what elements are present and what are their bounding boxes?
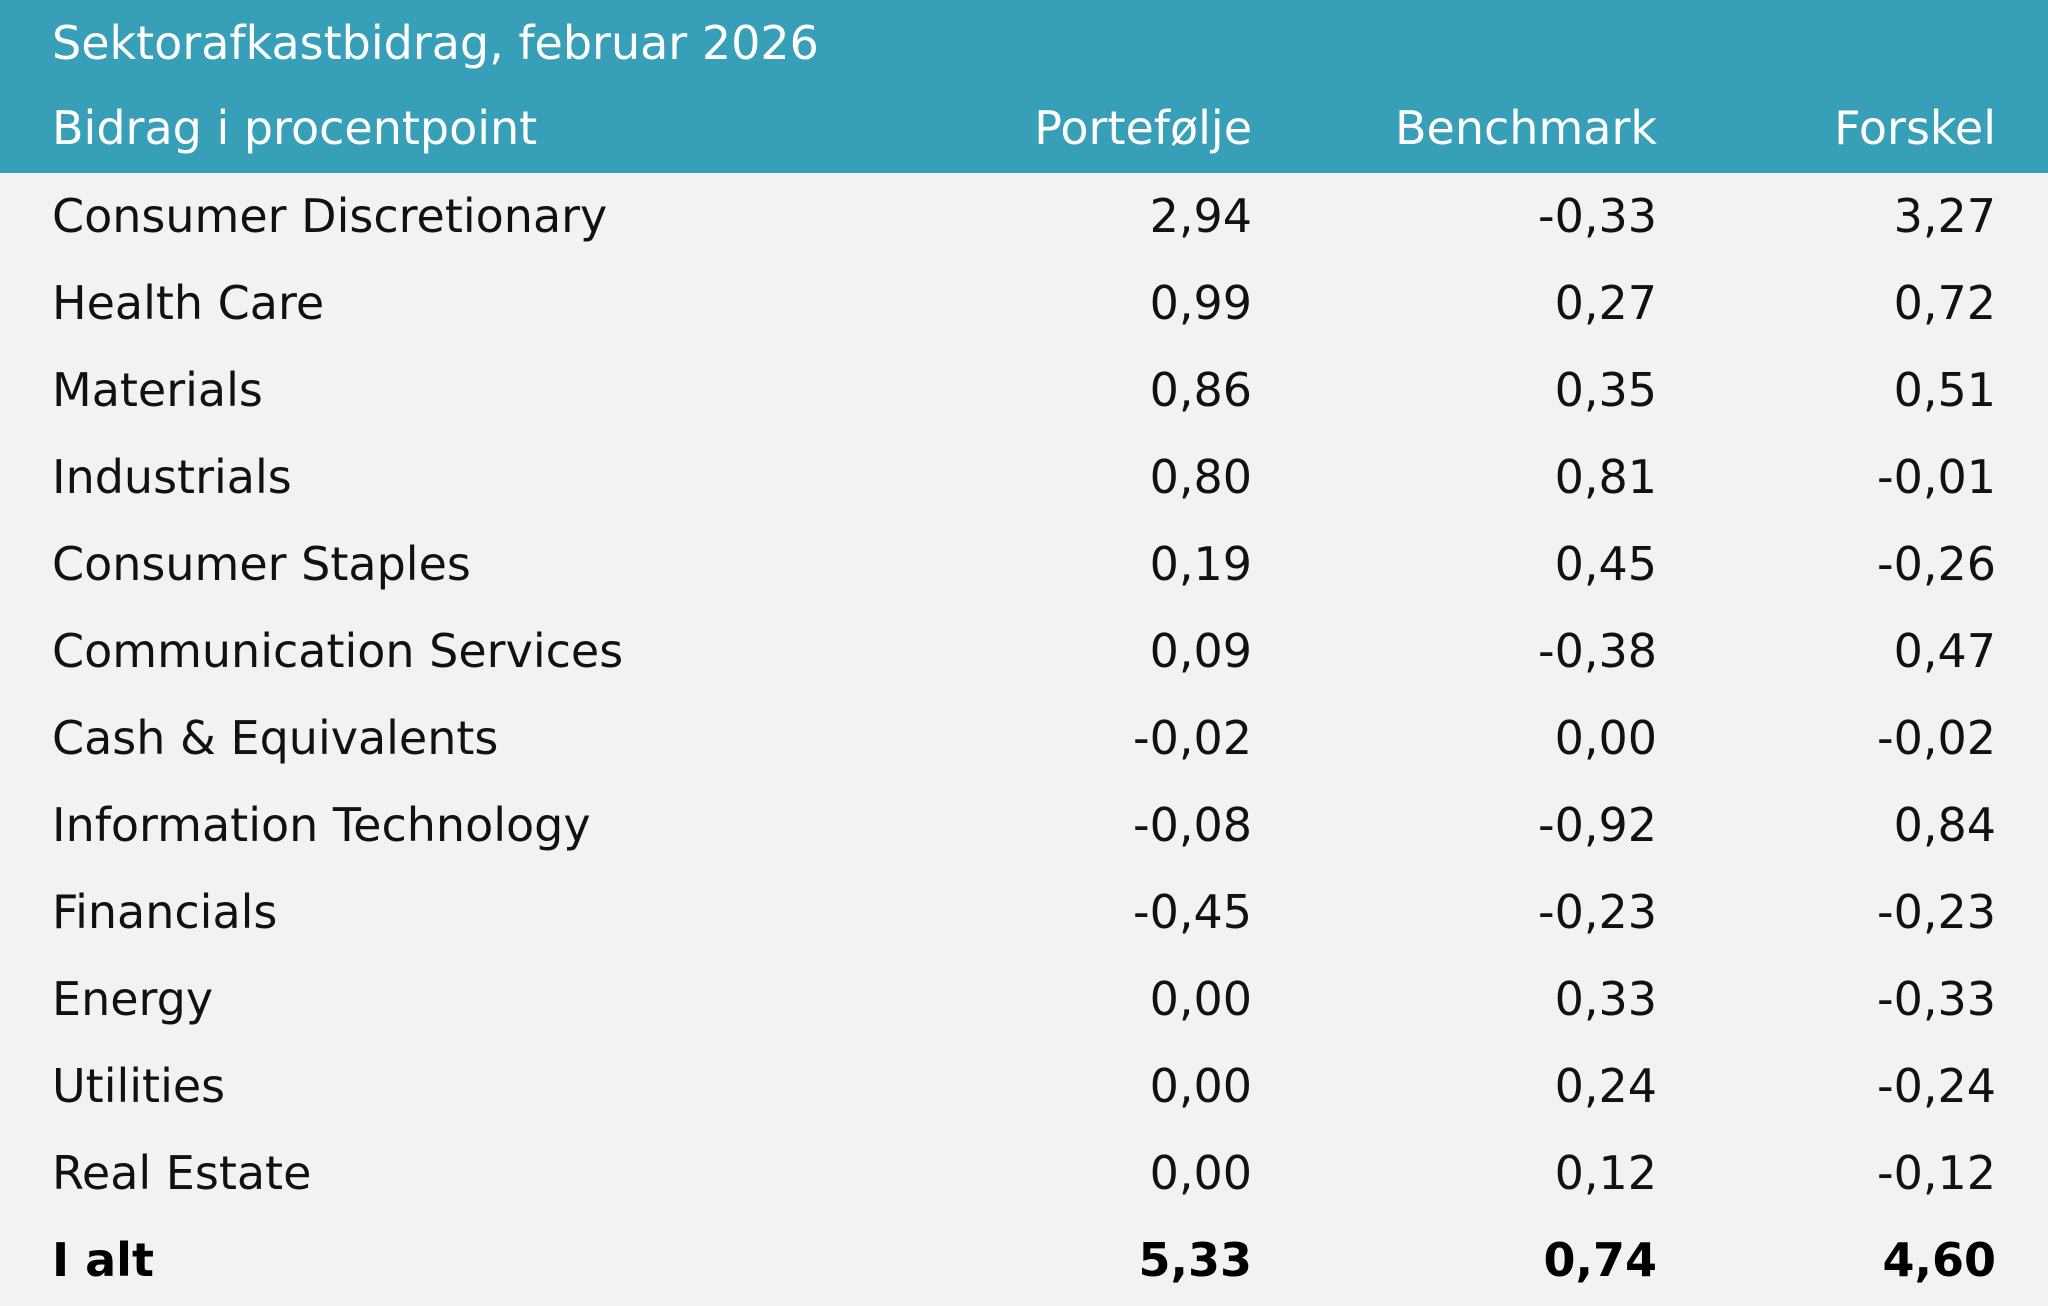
table-row: Consumer Staples 0,19 0,45 -0,26 (0, 521, 2048, 608)
portfolio-value: -0,02 (1132, 711, 1252, 765)
portfolio-value: 0,86 (1149, 363, 1252, 417)
benchmark-value: -0,38 (1537, 624, 1657, 678)
table-header: Sektorafkastbidrag, februar 2026 Bidrag … (0, 0, 2048, 173)
benchmark-value: 0,35 (1554, 363, 1657, 417)
table-body: Consumer Discretionary 2,94 -0,33 3,27 H… (0, 173, 2048, 1304)
sector-label: Cash & Equivalents (52, 711, 499, 765)
column-header-portfolio: Portefølje (1034, 101, 1252, 155)
portfolio-value: 0,00 (1149, 1059, 1252, 1113)
difference-value: -0,12 (1876, 1146, 1996, 1200)
table-row: Communication Services 0,09 -0,38 0,47 (0, 608, 2048, 695)
sector-label: Real Estate (52, 1146, 312, 1200)
sector-label: Communication Services (52, 624, 624, 678)
benchmark-value: -0,23 (1537, 885, 1657, 939)
benchmark-value: 0,45 (1554, 537, 1657, 591)
sector-label: Consumer Discretionary (52, 189, 608, 243)
sector-label: Utilities (52, 1059, 226, 1113)
sector-label: Consumer Staples (52, 537, 471, 591)
table-row: Cash & Equivalents -0,02 0,00 -0,02 (0, 695, 2048, 782)
portfolio-value: -0,08 (1132, 798, 1252, 852)
portfolio-value: -0,45 (1132, 885, 1252, 939)
column-header-row: Bidrag i procentpoint Portefølje Benchma… (0, 101, 2048, 169)
portfolio-value: 0,80 (1149, 450, 1252, 504)
sector-label: Industrials (52, 450, 292, 504)
total-portfolio-value: 5,33 (1138, 1233, 1253, 1287)
benchmark-value: 0,24 (1554, 1059, 1657, 1113)
difference-value: -0,23 (1876, 885, 1996, 939)
total-row: I alt 5,33 0,74 4,60 (0, 1217, 2048, 1304)
table-row: Industrials 0,80 0,81 -0,01 (0, 434, 2048, 521)
portfolio-value: 0,00 (1149, 1146, 1252, 1200)
table-row: Energy 0,00 0,33 -0,33 (0, 956, 2048, 1043)
total-label: I alt (52, 1233, 154, 1287)
portfolio-value: 0,09 (1149, 624, 1252, 678)
table-row: Utilities 0,00 0,24 -0,24 (0, 1043, 2048, 1130)
benchmark-value: 0,81 (1554, 450, 1657, 504)
sector-label: Financials (52, 885, 278, 939)
difference-value: 3,27 (1893, 189, 1996, 243)
benchmark-value: 0,12 (1554, 1146, 1657, 1200)
portfolio-value: 0,00 (1149, 972, 1252, 1026)
portfolio-value: 0,19 (1149, 537, 1252, 591)
difference-value: 0,51 (1893, 363, 1996, 417)
table-row: Real Estate 0,00 0,12 -0,12 (0, 1130, 2048, 1217)
difference-value: 0,47 (1893, 624, 1996, 678)
benchmark-value: -0,33 (1537, 189, 1657, 243)
benchmark-value: -0,92 (1537, 798, 1657, 852)
total-benchmark-value: 0,74 (1543, 1233, 1658, 1287)
table-row: Health Care 0,99 0,27 0,72 (0, 260, 2048, 347)
column-header-label: Bidrag i procentpoint (52, 101, 538, 155)
difference-value: -0,24 (1876, 1059, 1996, 1113)
table-row: Consumer Discretionary 2,94 -0,33 3,27 (0, 173, 2048, 260)
table-row: Financials -0,45 -0,23 -0,23 (0, 869, 2048, 956)
benchmark-value: 0,33 (1554, 972, 1657, 1026)
sector-label: Materials (52, 363, 263, 417)
benchmark-value: 0,00 (1554, 711, 1657, 765)
benchmark-value: 0,27 (1554, 276, 1657, 330)
table-row: Information Technology -0,08 -0,92 0,84 (0, 782, 2048, 869)
column-header-benchmark: Benchmark (1394, 101, 1657, 155)
difference-value: -0,33 (1876, 972, 1996, 1026)
table-title: Sektorafkastbidrag, februar 2026 (52, 16, 819, 70)
difference-value: 0,84 (1893, 798, 1996, 852)
portfolio-value: 2,94 (1149, 189, 1252, 243)
sector-label: Information Technology (52, 798, 591, 852)
sector-label: Health Care (52, 276, 325, 330)
difference-value: -0,26 (1876, 537, 1996, 591)
sector-label: Energy (52, 972, 214, 1026)
portfolio-value: 0,99 (1149, 276, 1252, 330)
difference-value: -0,01 (1876, 450, 1996, 504)
table-row: Materials 0,86 0,35 0,51 (0, 347, 2048, 434)
difference-value: 0,72 (1893, 276, 1996, 330)
difference-value: -0,02 (1876, 711, 1996, 765)
column-header-difference: Forskel (1834, 101, 1996, 155)
total-difference-value: 4,60 (1882, 1233, 1997, 1287)
